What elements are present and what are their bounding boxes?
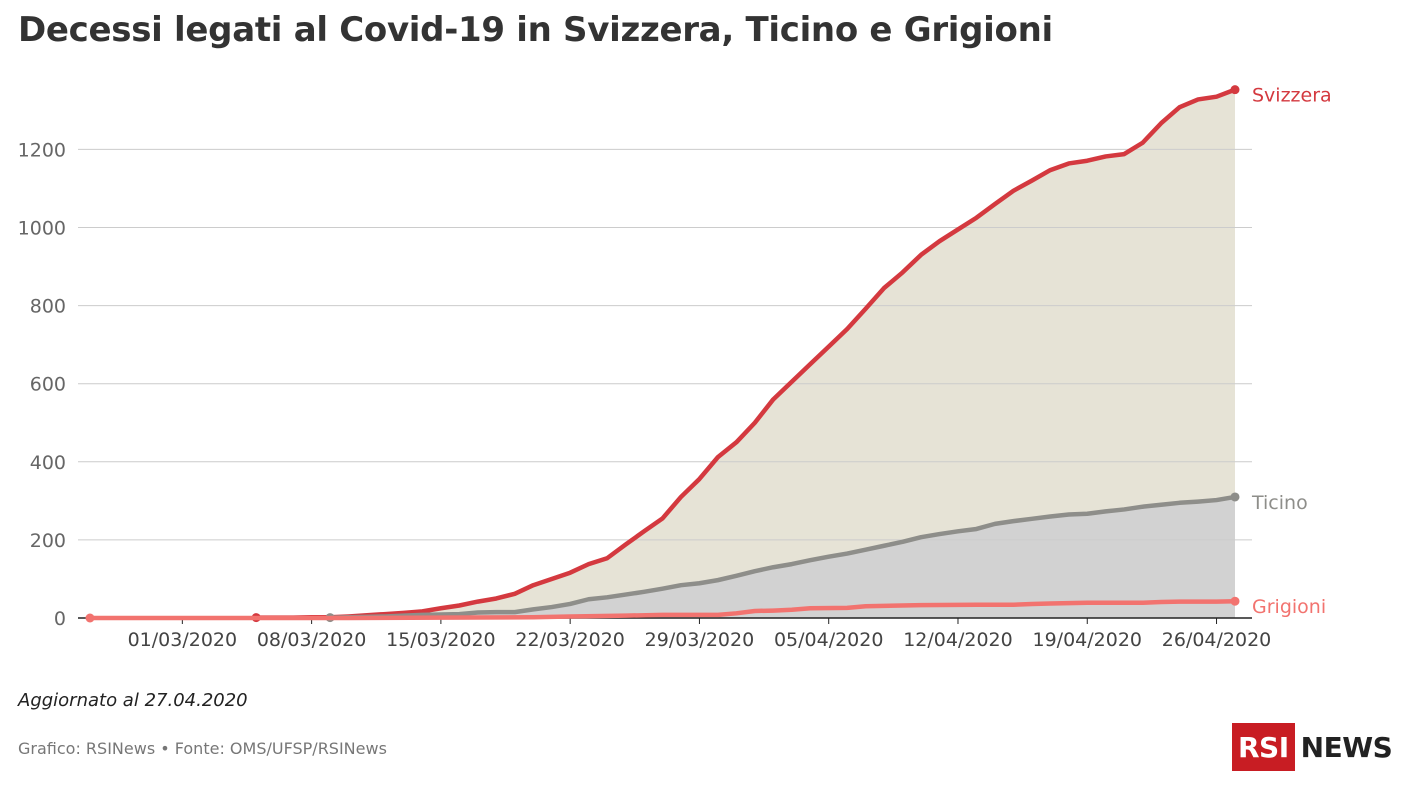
line-grigioni bbox=[87, 598, 1238, 621]
x-tick-label: 19/04/2020 bbox=[1033, 629, 1143, 651]
series-labels: Svizzera Ticino Grigioni bbox=[1251, 85, 1332, 619]
x-tick-label: 12/04/2020 bbox=[903, 629, 1013, 651]
x-tick-label: 15/03/2020 bbox=[386, 629, 496, 651]
x-axis: 01/03/2020 08/03/2020 15/03/2020 22/03/2020… bbox=[128, 618, 1272, 651]
y-tick-label: 1000 bbox=[18, 218, 66, 240]
y-tick-label: 1200 bbox=[18, 139, 66, 161]
end-point-ticino bbox=[1230, 492, 1240, 502]
y-tick-label: 400 bbox=[30, 452, 66, 474]
y-tick-label: 0 bbox=[54, 608, 66, 630]
x-tick-label: 01/03/2020 bbox=[128, 629, 238, 651]
chart-title: Decessi legati al Covid-19 in Svizzera, … bbox=[18, 10, 1053, 50]
y-axis: 0 200 400 600 800 1000 1200 bbox=[18, 139, 66, 630]
line-ticino bbox=[327, 494, 1238, 620]
area-ticino bbox=[330, 496, 1235, 618]
series-fills bbox=[256, 89, 1235, 618]
end-point-svizzera bbox=[1230, 85, 1240, 95]
end-point-grigioni bbox=[1230, 596, 1240, 606]
x-tick-label: 29/03/2020 bbox=[645, 629, 755, 651]
series-lines bbox=[85, 85, 1240, 623]
logo-rsi: RSI bbox=[1232, 723, 1295, 771]
area-svizzera bbox=[256, 89, 1235, 618]
series-label-svizzera: Svizzera bbox=[1252, 85, 1332, 107]
start-point-grigioni bbox=[85, 613, 95, 623]
x-tick-label: 08/03/2020 bbox=[257, 629, 367, 651]
line-svizzera bbox=[253, 87, 1238, 620]
x-tick-label: 26/04/2020 bbox=[1162, 629, 1272, 651]
y-tick-label: 600 bbox=[30, 374, 66, 396]
x-tick-label: 22/03/2020 bbox=[515, 629, 625, 651]
updated-note: Aggiornato al 27.04.2020 bbox=[18, 690, 248, 711]
series-label-grigioni: Grigioni bbox=[1252, 596, 1326, 618]
rsi-news-logo: RSI NEWS bbox=[1232, 723, 1393, 771]
series-label-ticino: Ticino bbox=[1251, 492, 1308, 514]
source-note: Grafico: RSINews • Fonte: OMS/UFSP/RSINe… bbox=[18, 739, 387, 758]
y-tick-label: 800 bbox=[30, 296, 66, 318]
x-tick-label: 05/04/2020 bbox=[774, 629, 884, 651]
y-tick-label: 200 bbox=[30, 530, 66, 552]
logo-news: NEWS bbox=[1300, 730, 1393, 764]
